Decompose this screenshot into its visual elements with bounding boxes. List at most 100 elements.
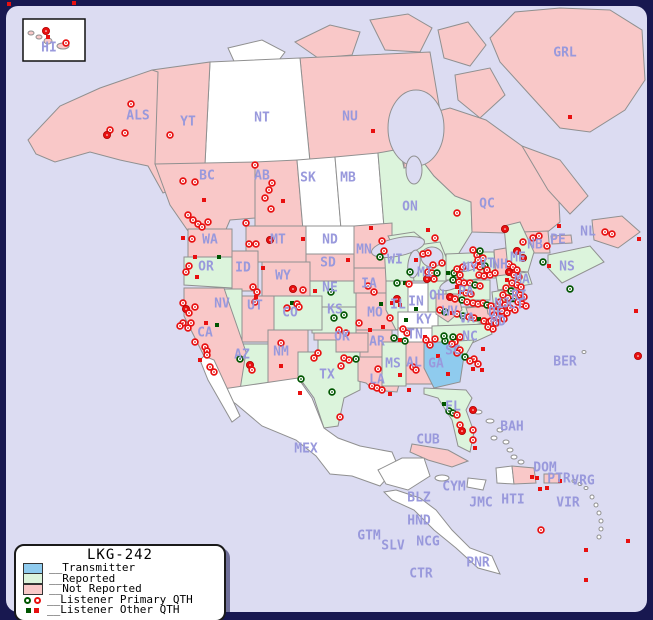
label-NU: NU [342,110,358,125]
marker-listener-other-qth-red-square [279,364,283,368]
marker-center-dot [454,298,456,300]
marker-listener-other-qth-red-square [471,367,475,371]
marker-center-dot [271,182,273,184]
marker-center-dot [469,282,471,284]
marker-center-dot [444,311,446,313]
marker-center-dot [432,264,434,266]
legend-item-label: __Listener Other QTH [47,603,180,617]
listener-markers [7,1,643,582]
label-KS: KS [327,303,343,318]
marker-center-dot [426,278,428,280]
label-MT: MT [270,233,286,248]
marker-listener-other-qth-red-square [181,236,185,240]
arctic-island [369,13,433,53]
marker-center-dot [506,312,508,314]
label-AR: AR [369,335,385,350]
marker-listener-other-qth-red-square [346,258,350,262]
marker-center-dot [396,282,398,284]
yucatan [377,457,431,491]
region-DOM [511,465,537,485]
marker-center-dot [192,219,194,221]
marker-center-dot [317,352,319,354]
marker-listener-other-qth-red-square [195,275,199,279]
marker-center-dot [434,338,436,340]
marker-center-dot [468,316,470,318]
marker-center-dot [415,369,417,371]
label-TN: TN [407,328,423,343]
marker-listener-other-qth-red-square [557,224,561,228]
marker-center-dot [479,250,481,252]
marker-listener-other-qth-red-square [637,237,641,241]
reported-swatch [23,573,43,585]
marker-center-dot [502,294,504,296]
marker-listener-other-qth-red-square [46,35,50,39]
marker-center-dot [516,250,518,252]
marker-center-dot [499,301,501,303]
marker-center-dot [109,129,111,131]
marker-center-dot [452,336,454,338]
marker-center-dot [461,299,463,301]
marker-center-dot [190,322,192,324]
marker-center-dot [472,249,474,251]
marker-center-dot [381,389,383,391]
marker-listener-other-qth-red-square [313,289,317,293]
label-DOM: DOM [533,461,557,476]
legend-item-label: __Not Reported [49,582,142,596]
label-IA: IA [361,277,377,292]
marker-center-dot [239,358,241,360]
marker-center-dot [459,274,461,276]
marker-listener-other-qth-red-square [626,539,630,543]
marker-center-dot [286,307,288,309]
marker-center-dot [492,328,494,330]
marker-center-dot [452,412,454,414]
marker-center-dot [201,226,203,228]
marker-center-dot [300,378,302,380]
marker-center-dot [358,322,360,324]
marker-listener-other-qth-green-square [477,317,481,321]
marker-center-dot [436,272,438,274]
label-CT: CT [508,298,524,313]
marker-center-dot [520,286,522,288]
marker-center-dot [538,235,540,237]
marker-listener-other-qth-green-square [379,302,383,306]
marker-center-dot [483,320,485,322]
marker-center-dot [637,355,639,357]
label-AL: AL [406,356,422,371]
marker-listener-other-qth-red-square [298,391,302,395]
marker-center-dot [532,237,534,239]
marker-listener-other-qth-red-square [450,311,454,315]
marker-center-dot [251,369,253,371]
label-JMC: JMC [469,496,492,511]
marker-listener-other-qth-red-square [381,325,385,329]
marker-listener-other-qth-red-square [388,392,392,396]
arctic-island [454,67,506,119]
region-ND [305,225,355,255]
marker-center-dot [458,281,460,283]
marker-listener-other-qth-red-square [481,347,485,351]
marker-center-dot [422,253,424,255]
marker-center-dot [477,303,479,305]
marker-center-dot [514,309,516,311]
marker-listener-other-qth-red-square [398,338,402,342]
marker-center-dot [124,132,126,134]
marker-listener-other-qth-red-square [545,486,549,490]
marker-center-dot [348,359,350,361]
label-CYM: CYM [442,480,466,495]
marker-center-dot [269,239,271,241]
marker-center-dot [473,317,475,319]
transmitter-swatch [23,562,43,574]
marker-center-dot [456,313,458,315]
marker-center-dot [402,328,404,330]
marker-center-dot [249,364,251,366]
marker-center-dot [433,278,435,280]
legend-item-other-qth: __Listener Other QTH [23,605,217,616]
marker-center-dot [389,317,391,319]
marker-listener-other-qth-red-square [398,303,402,307]
marker-center-dot [268,189,270,191]
marker-listener-other-qth-red-square [458,290,462,294]
marker-center-dot [298,306,300,308]
label-ME: ME [510,251,526,266]
label-BC: BC [199,169,215,184]
marker-center-dot [256,291,258,293]
marker-center-dot [204,346,206,348]
